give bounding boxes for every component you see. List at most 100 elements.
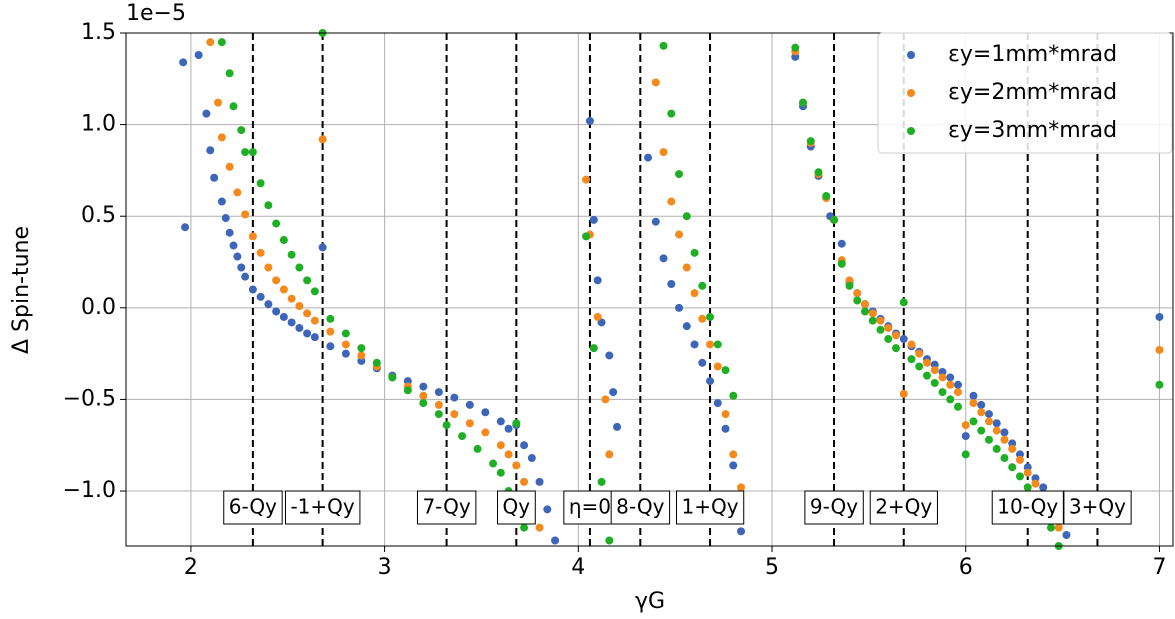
- point: [264, 300, 273, 309]
- point: [341, 349, 350, 358]
- point: [310, 287, 319, 296]
- point: [651, 78, 660, 87]
- point: [601, 395, 610, 404]
- point: [465, 419, 474, 428]
- point: [938, 388, 947, 397]
- point: [264, 263, 273, 272]
- annotation-label: Qy: [503, 495, 531, 519]
- point: [535, 477, 544, 486]
- point: [1015, 450, 1024, 459]
- annotation-label: 8-Qy: [616, 495, 664, 519]
- point: [481, 408, 490, 417]
- point: [992, 444, 1001, 453]
- point: [651, 217, 660, 226]
- point: [737, 483, 746, 492]
- point: [237, 263, 246, 272]
- point: [1155, 312, 1164, 321]
- point: [326, 342, 335, 351]
- point: [946, 380, 955, 389]
- point: [868, 309, 877, 318]
- point: [713, 340, 722, 349]
- point: [891, 344, 900, 353]
- point: [233, 252, 242, 261]
- x-tick-label: 2: [184, 555, 198, 580]
- point: [295, 301, 304, 310]
- point: [1062, 531, 1071, 540]
- point: [221, 214, 230, 223]
- point: [682, 212, 691, 221]
- point: [1023, 468, 1032, 477]
- point: [969, 391, 978, 400]
- point: [1023, 483, 1032, 492]
- point: [450, 410, 459, 419]
- point: [953, 380, 962, 389]
- point: [303, 276, 312, 285]
- point: [279, 285, 288, 294]
- point: [938, 367, 947, 376]
- point: [930, 366, 939, 375]
- point: [489, 459, 498, 468]
- point: [713, 399, 722, 408]
- legend-marker: [907, 127, 915, 135]
- point: [318, 135, 327, 144]
- annotation-box: [991, 490, 1064, 525]
- point: [496, 468, 505, 477]
- point: [675, 303, 684, 312]
- point: [310, 316, 319, 325]
- point: [953, 388, 962, 397]
- point: [419, 382, 428, 391]
- annotation: 6-Qy: [223, 490, 283, 525]
- point: [899, 298, 908, 307]
- point: [984, 417, 993, 426]
- point: [403, 377, 412, 386]
- point: [644, 153, 653, 162]
- legend-label: εy=3mm*mrad: [948, 118, 1117, 143]
- annotation-label: 2+Qy: [875, 495, 932, 519]
- point: [1015, 472, 1024, 481]
- point: [1046, 523, 1055, 532]
- point: [303, 309, 312, 318]
- annotation: 8-Qy: [610, 490, 671, 525]
- point: [837, 239, 846, 248]
- point: [504, 450, 513, 459]
- point: [303, 329, 312, 338]
- point: [992, 426, 1001, 435]
- point: [659, 148, 668, 157]
- point: [551, 536, 560, 545]
- point: [1000, 428, 1009, 437]
- annotation-box: [563, 490, 617, 525]
- point: [977, 400, 986, 409]
- point: [233, 188, 242, 197]
- point: [675, 230, 684, 239]
- annotation-label: 1+Qy: [682, 495, 739, 519]
- point: [915, 362, 924, 371]
- point: [341, 329, 350, 338]
- point: [388, 373, 397, 382]
- point: [721, 410, 730, 419]
- point: [287, 250, 296, 259]
- point: [295, 263, 304, 272]
- annotation-label: η=0: [569, 495, 611, 519]
- point: [597, 477, 606, 486]
- legend-box: [877, 32, 1173, 154]
- point: [845, 276, 854, 285]
- point: [214, 98, 223, 107]
- point: [1031, 479, 1040, 488]
- annotation-box: [1063, 490, 1132, 525]
- point: [217, 133, 226, 142]
- point: [310, 333, 319, 342]
- point: [582, 175, 591, 184]
- point: [729, 391, 738, 400]
- point: [256, 179, 265, 188]
- point: [593, 276, 602, 285]
- annotation-box: [223, 490, 283, 525]
- point: [419, 391, 428, 400]
- point: [272, 307, 281, 316]
- y-tick-label: 1.0: [81, 112, 116, 137]
- x-tick-label: 4: [571, 555, 585, 580]
- annotation-label: 9-Qy: [810, 495, 858, 519]
- annotation-box: [610, 490, 671, 525]
- annotation-box: [869, 490, 938, 525]
- x-tick-label: 3: [378, 555, 392, 580]
- point: [248, 285, 257, 294]
